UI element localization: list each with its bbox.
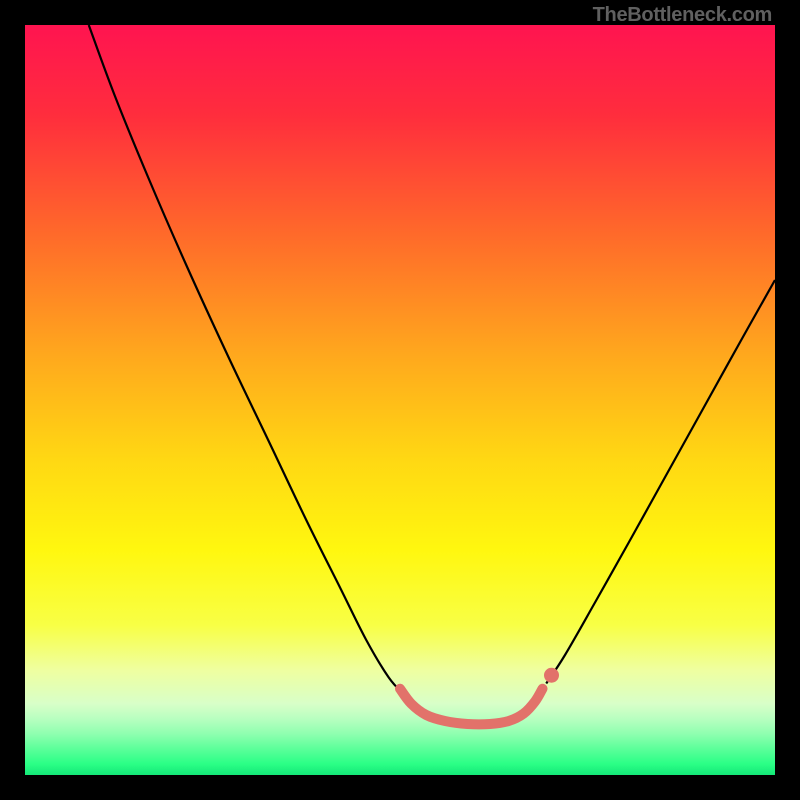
curves-layer	[25, 25, 775, 775]
bottleneck-curve-left	[89, 25, 404, 694]
optimal-range-marker	[400, 689, 543, 725]
optimal-point-dot	[544, 668, 559, 683]
watermark-text: TheBottleneck.com	[593, 4, 772, 27]
bottleneck-curve-right	[546, 280, 775, 684]
chart-container: TheBottleneck.com	[0, 0, 800, 800]
plot-area	[25, 25, 775, 775]
